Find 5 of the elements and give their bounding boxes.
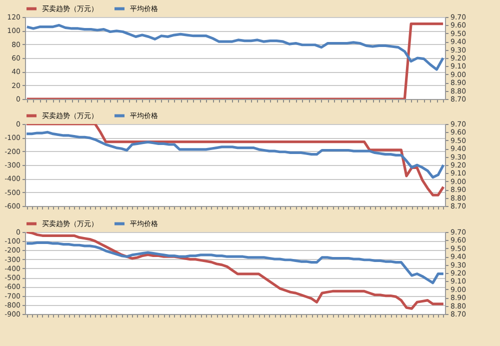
line-series bbox=[25, 130, 445, 179]
line-series bbox=[25, 232, 445, 310]
line-series bbox=[26, 24, 444, 71]
line-series bbox=[25, 124, 445, 196]
line-series bbox=[25, 241, 445, 284]
